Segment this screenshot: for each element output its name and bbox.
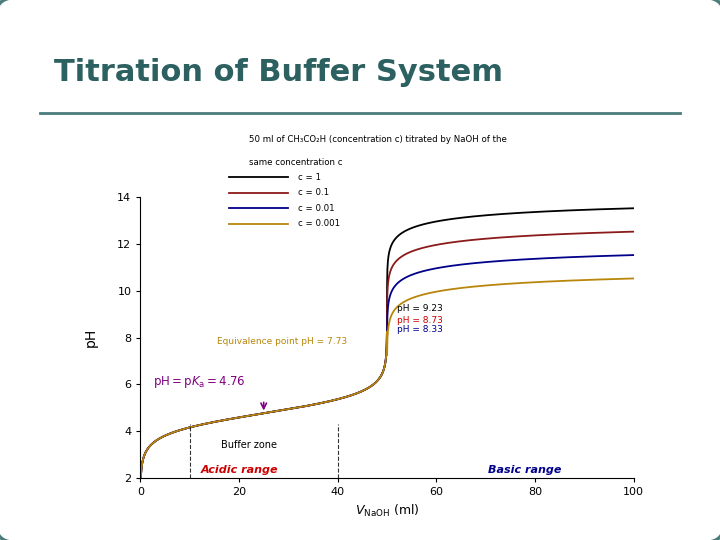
- Text: Basic range: Basic range: [488, 465, 562, 475]
- Text: same concentration c: same concentration c: [249, 158, 343, 167]
- Text: pH = 9.23: pH = 9.23: [397, 304, 443, 313]
- Text: c = 1: c = 1: [298, 173, 321, 182]
- Text: $V_{\rm NaOH}$ (ml): $V_{\rm NaOH}$ (ml): [355, 502, 419, 518]
- Text: Buffer zone: Buffer zone: [221, 440, 277, 450]
- Text: pH = 8.73: pH = 8.73: [397, 316, 443, 325]
- Text: Equivalence point pH = 7.73: Equivalence point pH = 7.73: [217, 336, 347, 346]
- Text: $\rm pH = p\mathit{K}_a = 4.76$: $\rm pH = p\mathit{K}_a = 4.76$: [153, 374, 245, 390]
- Text: c = 0.01: c = 0.01: [298, 204, 335, 213]
- Text: 50 ml of CH₃CO₂H (concentration c) titrated by NaOH of the: 50 ml of CH₃CO₂H (concentration c) titra…: [249, 136, 507, 144]
- Text: c = 0.001: c = 0.001: [298, 219, 341, 228]
- Text: pH: pH: [84, 328, 98, 347]
- Text: c = 0.1: c = 0.1: [298, 188, 329, 198]
- Text: Titration of Buffer System: Titration of Buffer System: [54, 58, 503, 87]
- Text: pH = 8.33: pH = 8.33: [397, 325, 443, 334]
- Text: Acidic range: Acidic range: [200, 465, 278, 475]
